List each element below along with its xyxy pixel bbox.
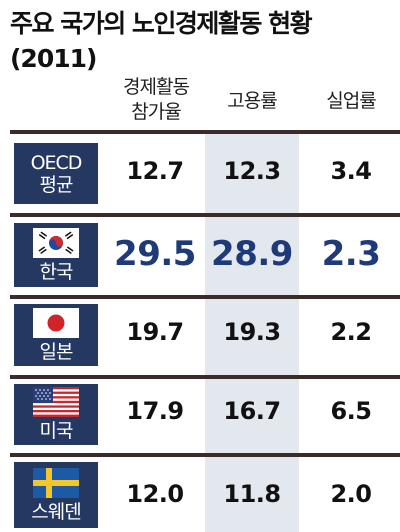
row-label-line: OECD bbox=[30, 151, 83, 174]
cell-value: 2.2 bbox=[330, 318, 372, 346]
row-label-korea: 한국 bbox=[14, 223, 98, 287]
column-header-participation: 경제활동 참가율 bbox=[106, 75, 206, 125]
row-divider bbox=[10, 130, 400, 134]
usa-flag-icon bbox=[33, 387, 79, 417]
column-header-line: 고용률 bbox=[227, 90, 277, 112]
row-label-line: 일본 bbox=[39, 340, 74, 363]
row-label-sweden: 스웨덴 bbox=[14, 462, 98, 528]
column-header-line: 참가율 bbox=[131, 101, 181, 123]
chart-subtitle: (2011) bbox=[10, 44, 97, 73]
row-label-oecd: OECD 평균 bbox=[14, 143, 98, 204]
row-label-line: 평균 bbox=[39, 173, 74, 196]
row-divider bbox=[10, 213, 400, 217]
cell-value: 16.7 bbox=[223, 397, 281, 425]
row-label-line: 미국 bbox=[39, 420, 74, 442]
japan-flag-icon bbox=[33, 307, 79, 338]
cell-value: 6.5 bbox=[330, 397, 372, 425]
cell-value: 28.9 bbox=[211, 234, 293, 274]
column-header-employment: 고용률 bbox=[205, 89, 299, 114]
cell-value: 12.3 bbox=[223, 157, 281, 185]
column-header-unemployment: 실업률 bbox=[304, 89, 398, 114]
row-label-usa: 미국 bbox=[14, 384, 98, 445]
cell-value: 2.3 bbox=[321, 234, 381, 274]
row-divider bbox=[10, 453, 400, 457]
cell-value: 29.5 bbox=[114, 234, 196, 274]
cell-value: 2.0 bbox=[330, 480, 372, 508]
cell-value: 3.4 bbox=[330, 157, 372, 185]
row-label-line: 한국 bbox=[39, 260, 74, 283]
column-header-line: 실업률 bbox=[326, 90, 376, 112]
row-label-japan: 일본 bbox=[14, 304, 98, 366]
column-header-line: 경제활동 bbox=[123, 76, 190, 98]
cell-value: 12.0 bbox=[126, 480, 184, 508]
cell-value: 12.7 bbox=[126, 157, 184, 185]
cell-value: 17.9 bbox=[126, 397, 184, 425]
south-korea-flag-icon bbox=[33, 227, 79, 258]
row-divider bbox=[10, 375, 400, 379]
column-shade bbox=[205, 130, 299, 532]
row-label-line: 스웨덴 bbox=[31, 500, 81, 523]
sweden-flag-icon bbox=[33, 467, 79, 498]
cell-value: 19.3 bbox=[223, 318, 281, 346]
cell-value: 11.8 bbox=[223, 480, 281, 508]
cell-value: 19.7 bbox=[126, 318, 184, 346]
chart-title: 주요 국가의 노인경제활동 현황 bbox=[10, 9, 313, 38]
row-divider bbox=[10, 295, 400, 299]
